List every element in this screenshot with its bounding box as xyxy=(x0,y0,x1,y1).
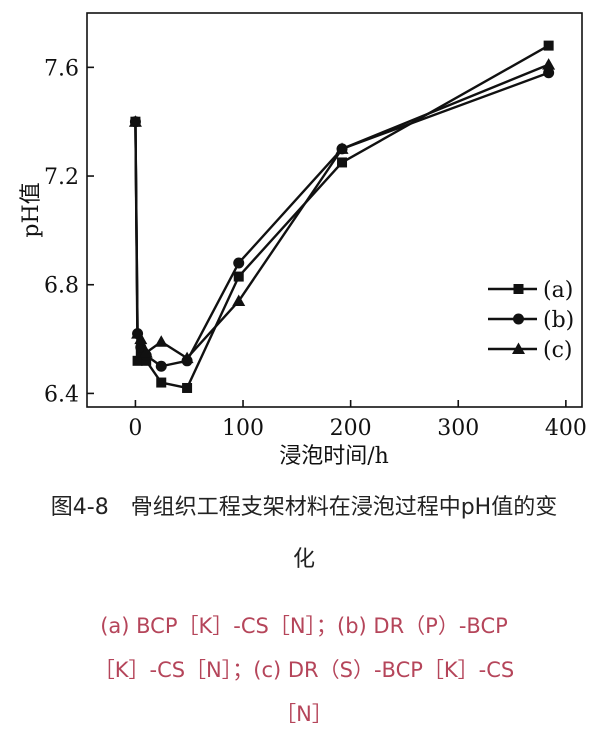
data-point-square xyxy=(337,157,348,168)
caption-line-2: 化 xyxy=(292,547,315,572)
data-point-square xyxy=(543,40,554,51)
note-line-1: (a) BCP［K］-CS［N］；(b) DR（P）-BCP xyxy=(100,614,508,638)
data-point-square xyxy=(182,382,193,393)
y-tick-label: 6.8 xyxy=(44,274,79,299)
legend-label: (c) xyxy=(543,338,573,363)
data-point-triangle xyxy=(542,58,556,70)
line-chart: 0 100 200 300 400 6.4 6.8 7.2 7.6 (a) (b) (c) 浸泡时… xyxy=(19,12,587,469)
note-line-2: ［K］-CS［N］；(c) DR（S）-BCP［K］-CS xyxy=(93,658,515,682)
y-axis-title: pH值 xyxy=(19,182,44,237)
data-point-triangle xyxy=(335,142,349,154)
data-point-triangle xyxy=(180,351,194,364)
series-line xyxy=(134,71,550,368)
figure-note: (a) BCP［K］-CS［N］；(b) DR（P）-BCP ［K］-CS［N］… xyxy=(0,604,608,736)
data-point-circle xyxy=(233,257,245,269)
data-point-triangle xyxy=(139,346,153,358)
y-tick-label: 6.4 xyxy=(44,382,79,407)
note-line-3: ［N］ xyxy=(275,702,333,726)
legend: (a) (b) (c) xyxy=(488,278,574,363)
data-point-triangle xyxy=(128,115,142,127)
legend-entry: (b) xyxy=(488,308,574,333)
legend-entry: (a) xyxy=(488,278,573,303)
x-tick-label: 0 xyxy=(128,416,142,441)
legend-marker-square xyxy=(513,284,524,294)
plot-frame xyxy=(86,12,583,408)
x-tick-label: 400 xyxy=(545,416,587,441)
y-tick-label: 7.2 xyxy=(44,165,79,190)
data-point-square xyxy=(233,271,244,282)
data-point-triangle xyxy=(232,294,246,307)
data-point-square xyxy=(156,377,167,388)
figure-caption: 图4-8 骨组织工程支架材料在浸泡过程中pH值的变 化 xyxy=(0,482,608,586)
data-point-triangle xyxy=(134,332,148,345)
x-tick-label: 200 xyxy=(330,416,372,441)
series-2 xyxy=(129,67,555,372)
legend-entry: (c) xyxy=(488,338,573,363)
caption-line-1: 图4-8 骨组织工程支架材料在浸泡过程中pH值的变 xyxy=(50,495,558,520)
legend-marker-circle xyxy=(513,313,524,325)
x-axis-ticks: 0 100 200 300 400 xyxy=(128,400,587,441)
data-point-circle xyxy=(155,360,167,372)
series-layer xyxy=(128,40,556,393)
y-axis-ticks: 6.4 6.8 7.2 7.6 xyxy=(44,56,94,407)
series-line xyxy=(134,44,550,390)
x-axis-title: 浸泡时间/h xyxy=(279,444,389,469)
legend-label: (a) xyxy=(543,278,573,303)
x-tick-label: 300 xyxy=(437,416,479,441)
legend-label: (b) xyxy=(543,308,574,333)
data-point-square xyxy=(132,355,143,366)
series-line xyxy=(134,63,550,360)
data-point-triangle xyxy=(154,335,168,347)
legend-marker-triangle xyxy=(512,342,525,354)
y-tick-label: 7.6 xyxy=(44,56,79,81)
data-point-circle xyxy=(543,67,555,79)
x-tick-label: 100 xyxy=(222,416,264,441)
series-3 xyxy=(128,58,556,364)
chart: 0 100 200 300 400 6.4 6.8 7.2 7.6 (a) (b) (c) 浸泡时… xyxy=(19,12,587,469)
